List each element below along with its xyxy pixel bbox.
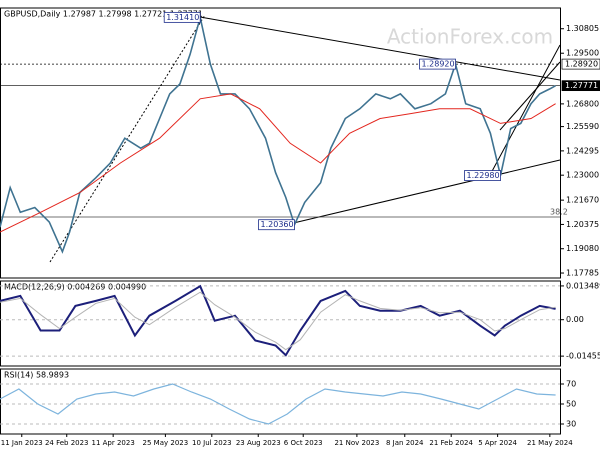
- y-tick-label: 1.21670: [566, 196, 599, 205]
- x-tick-label: 21 Feb 2024: [429, 439, 473, 447]
- annotation-box: [258, 219, 295, 231]
- y-tick-label: 0.00: [566, 315, 584, 324]
- series-line: [0, 284, 556, 357]
- trend-line: [284, 159, 561, 226]
- y-tick-label: 1.29500: [566, 49, 599, 58]
- panel-title: RSI(14) 58.9893: [4, 371, 69, 380]
- annotation-box: [163, 11, 201, 23]
- y-tick-label: 1.19080: [566, 244, 599, 253]
- fib-label: 38.2: [550, 208, 568, 217]
- x-tick-label: 11 Apr 2023: [92, 439, 135, 447]
- y-tick-label: 1.23000: [566, 171, 599, 180]
- panel-title: GBPUSD,Daily 1.27987 1.27998 1.27721 1.2…: [4, 10, 203, 19]
- series-line: [0, 291, 556, 351]
- y-tick-label: 1.30805: [566, 24, 599, 33]
- x-tick-label: 5 Apr 2024: [478, 439, 517, 447]
- x-tick-label: 23 Aug 2023: [236, 439, 281, 447]
- y-tick-label: 1.26800: [566, 99, 599, 108]
- level-box: [561, 80, 600, 92]
- panel-frame: [0, 7, 561, 279]
- level-label: 1.28920: [565, 60, 598, 69]
- annotation-label: 1.28920: [422, 60, 455, 69]
- x-tick-label: 24 Feb 2023: [45, 439, 89, 447]
- trend-line: [199, 16, 561, 81]
- level-label: 1.27771: [565, 81, 598, 90]
- x-tick-label: 8 Jan 2024: [386, 439, 424, 447]
- x-tick-label: 25 May 2023: [143, 439, 189, 447]
- x-tick-label: 10 Jul 2023: [192, 439, 232, 447]
- series-line: [0, 93, 556, 233]
- x-tick-label: 6 Oct 2023: [284, 439, 323, 447]
- annotation-label: 1.31410: [166, 13, 199, 22]
- annotation-box: [464, 170, 501, 181]
- panel-frame: [0, 280, 561, 367]
- y-tick-label: 0.013489: [566, 281, 600, 290]
- y-tick-label: 1.20375: [566, 220, 599, 229]
- annotation-label: 1.20360: [261, 220, 294, 229]
- y-tick-label: 1.17785: [566, 269, 599, 278]
- annotation-box: [419, 58, 456, 70]
- panel-frame: [0, 368, 561, 435]
- channel-line: [499, 61, 561, 131]
- level-box: [561, 58, 600, 70]
- series-line: [0, 17, 556, 254]
- panel-title: MACD(12,26,9) 0.004269 0.004990: [4, 283, 146, 292]
- channel-line: [489, 44, 561, 176]
- y-tick-label: -0.014554: [566, 352, 600, 361]
- annotation-label: 1.22980: [467, 171, 500, 180]
- x-tick-label: 11 Jan 2023: [1, 439, 43, 447]
- y-tick-label: 30: [566, 420, 576, 429]
- series-line: [0, 383, 556, 425]
- watermark: ActionForex.com: [387, 25, 553, 49]
- y-tick-label: 1.25590: [566, 122, 599, 131]
- y-tick-label: 50: [566, 400, 576, 409]
- trend-line: [49, 14, 206, 263]
- y-tick-label: 70: [566, 380, 576, 389]
- x-tick-label: 21 Nov 2023: [334, 439, 379, 447]
- x-tick-label: 21 May 2024: [527, 439, 573, 447]
- y-tick-label: 1.24295: [566, 146, 599, 155]
- trend-lines: [0, 14, 561, 263]
